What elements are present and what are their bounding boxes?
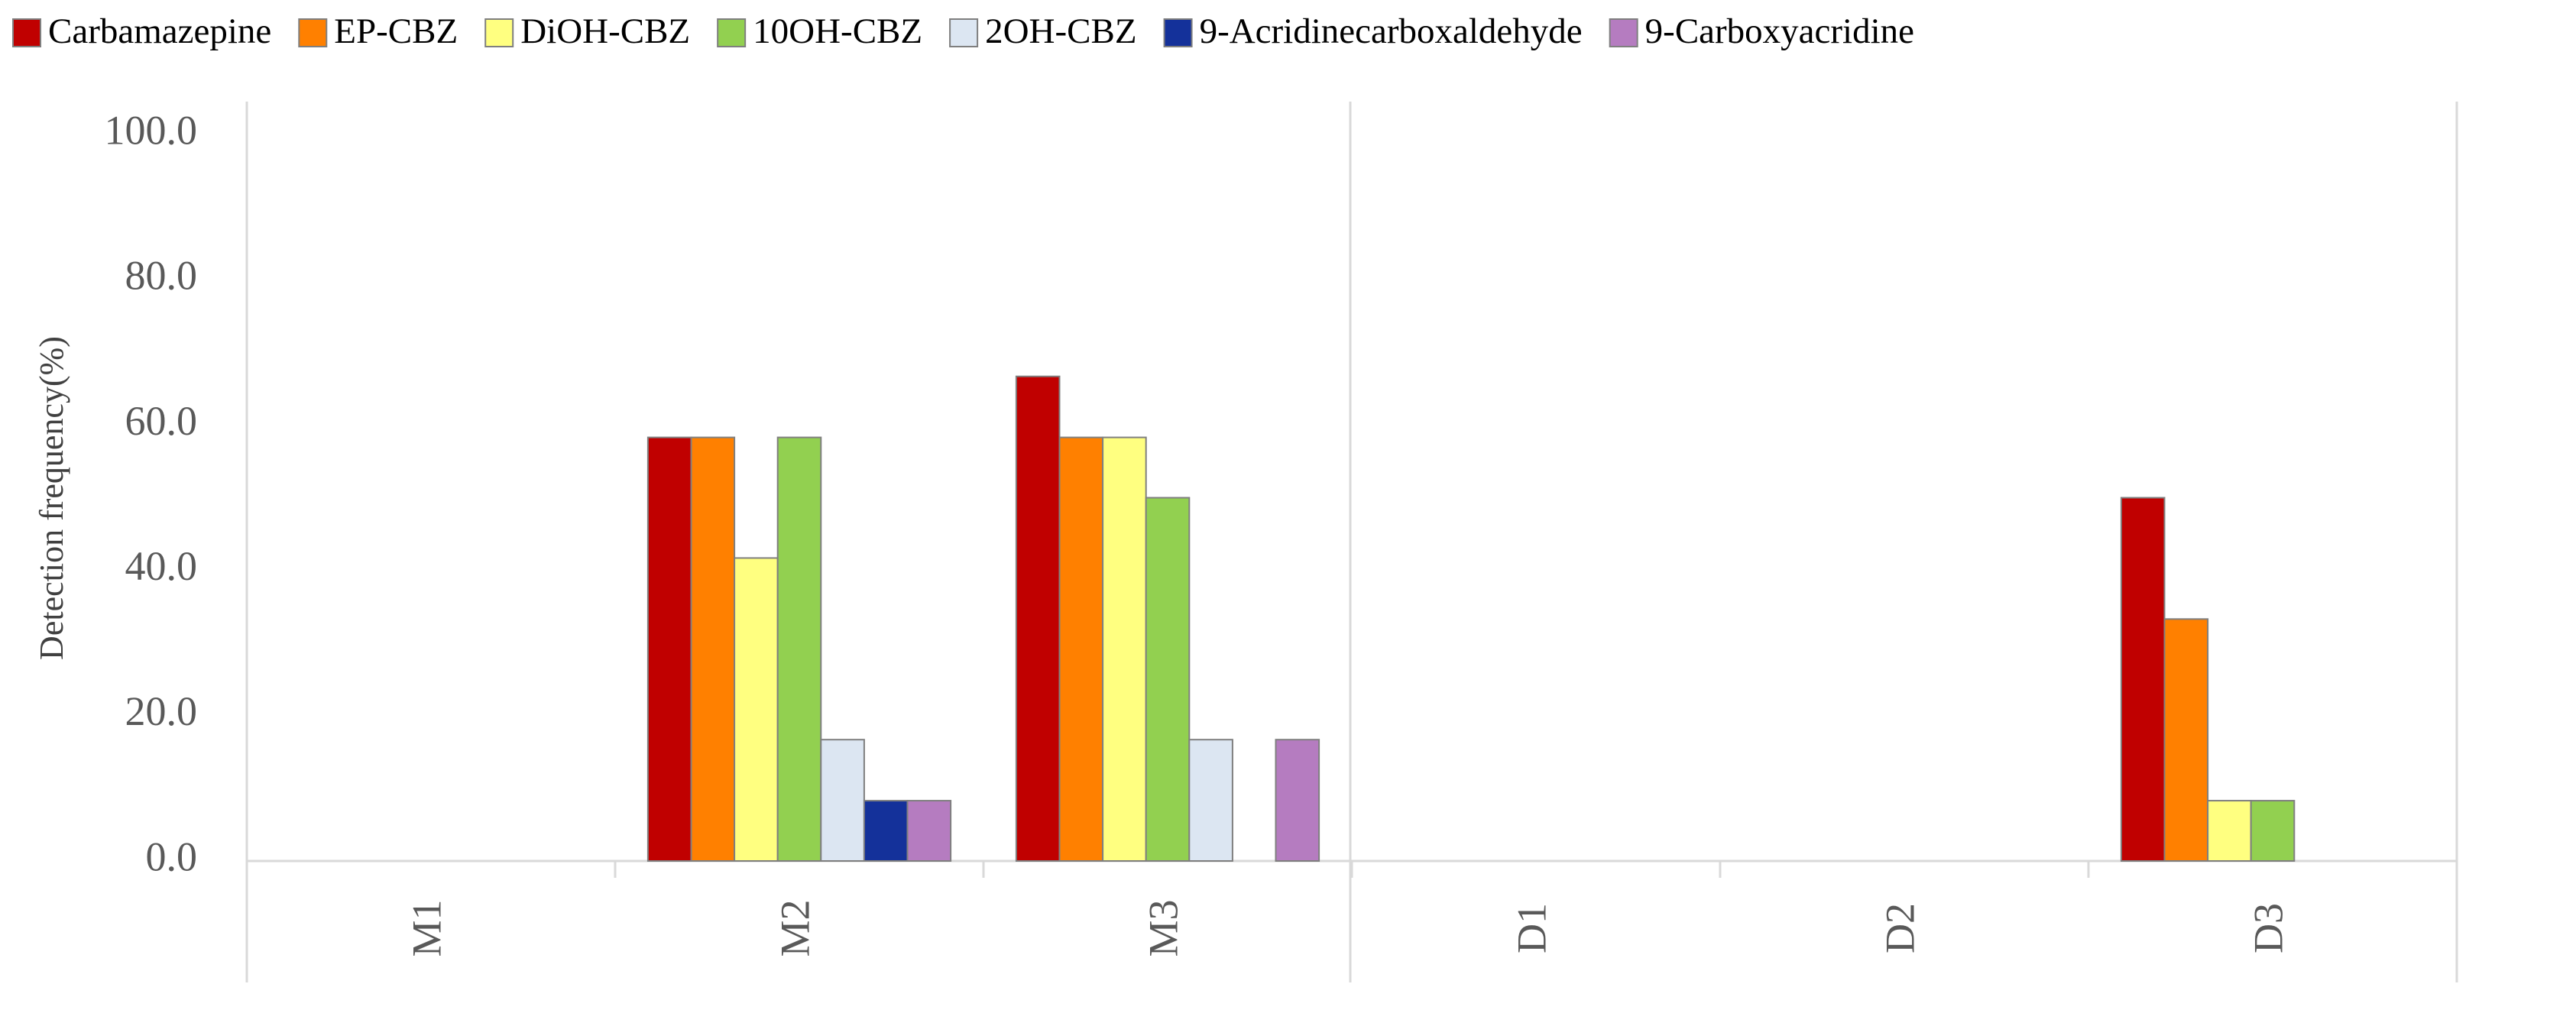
bar (1188, 739, 1233, 862)
legend-swatch (12, 18, 41, 47)
bar (2207, 800, 2252, 863)
legend-label: 2OH-CBZ (985, 11, 1136, 51)
bar (906, 800, 952, 863)
x-tick-label: D1 (1508, 903, 1554, 953)
legend-label: 9-Acridinecarboxaldehyde (1200, 11, 1583, 51)
legend-swatch (717, 18, 747, 47)
bar (1102, 436, 1147, 862)
legend-label: Carbamazepine (48, 11, 271, 51)
y-tick-label: 40.0 (125, 543, 198, 589)
x-tick-label: M2 (772, 899, 818, 956)
x-tick-label: M1 (403, 899, 449, 956)
y-axis-title: Detection frequency(%) (33, 336, 70, 660)
legend-swatch (1163, 18, 1193, 47)
bar (1058, 436, 1104, 862)
legend-label: EP-CBZ (334, 11, 458, 51)
x-tick-label: D2 (1877, 903, 1923, 953)
bar (1275, 739, 1320, 862)
bar (2250, 800, 2296, 863)
bar (646, 436, 692, 862)
legend-swatch (298, 18, 328, 47)
bar (820, 739, 865, 862)
bar (690, 436, 736, 862)
x-tick-label: D3 (2245, 903, 2291, 953)
legend-label: 9-Carboxyacridine (1645, 11, 1914, 51)
legend-swatch (1609, 18, 1638, 47)
bar (2163, 618, 2209, 863)
bar (1145, 497, 1191, 862)
y-tick-label: 20.0 (125, 688, 198, 734)
y-tick-label: 80.0 (125, 253, 198, 299)
bar (734, 557, 779, 862)
legend-label: 10OH-CBZ (753, 11, 922, 51)
bar (2120, 497, 2166, 862)
x-tick-label: M3 (1140, 899, 1186, 956)
bar (1015, 375, 1061, 863)
y-tick-label: 0.0 (146, 833, 198, 879)
bar (776, 436, 822, 862)
y-tick-label: 60.0 (125, 398, 198, 444)
y-tick-label: 100.0 (105, 107, 198, 153)
legend-swatch (949, 18, 979, 47)
legend-label: DiOH-CBZ (520, 11, 690, 51)
legend-swatch (484, 18, 514, 47)
bar (863, 800, 909, 863)
